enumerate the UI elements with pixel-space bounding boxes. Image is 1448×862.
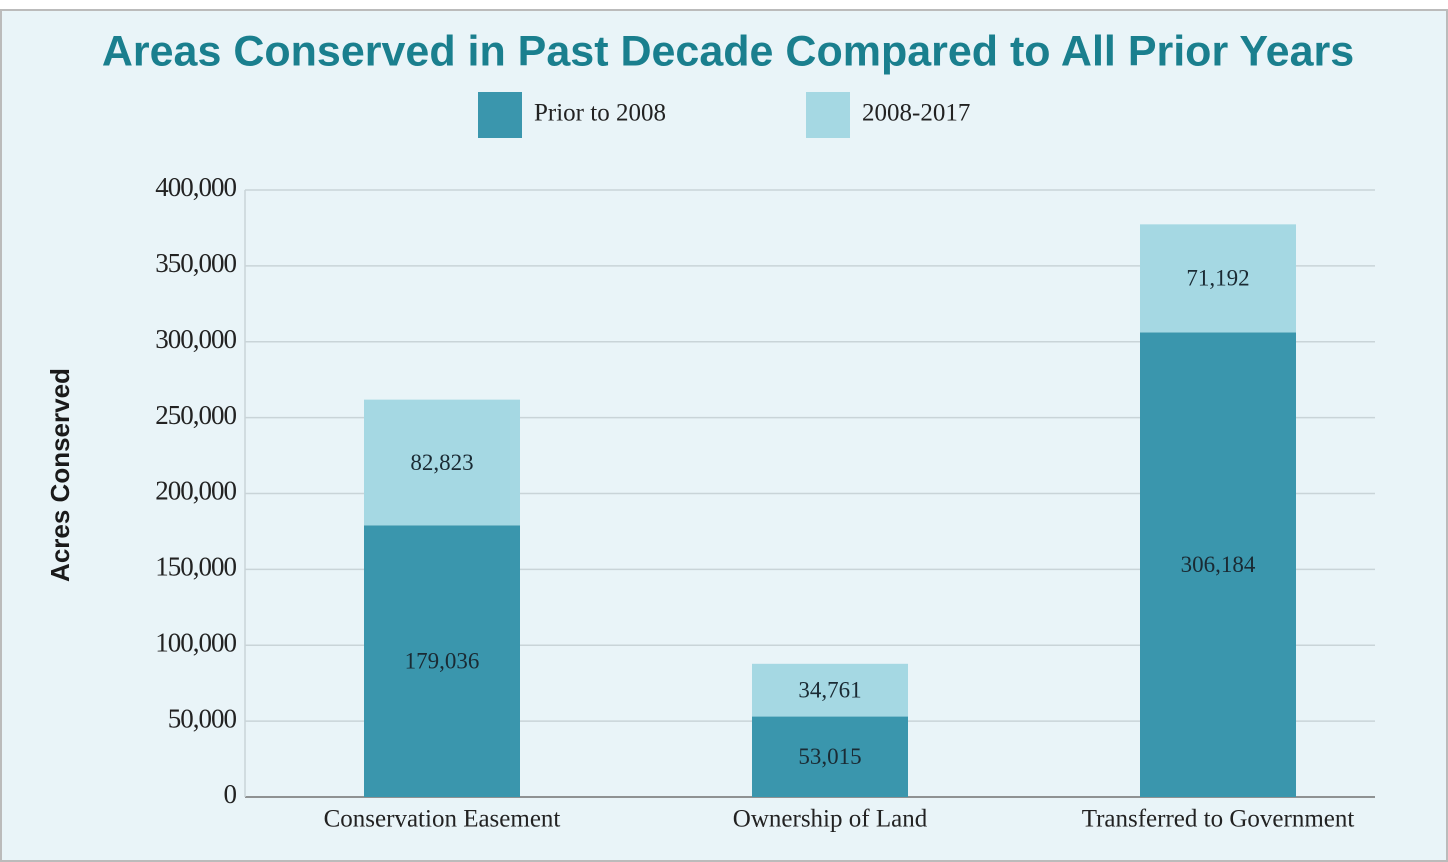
y-tick-label: 200,000 xyxy=(155,476,236,506)
bar-segment xyxy=(752,716,908,797)
legend-label: 2008-2017 xyxy=(862,100,970,127)
data-label: 306,184 xyxy=(1181,552,1256,577)
y-tick-label: 50,000 xyxy=(168,703,237,733)
y-tick-label: 0 xyxy=(224,779,237,809)
data-label: 34,761 xyxy=(798,677,861,702)
legend-swatch xyxy=(806,92,850,138)
y-tick-label: 350,000 xyxy=(155,248,236,278)
data-label: 71,192 xyxy=(1186,266,1249,291)
bar-segment xyxy=(1140,332,1296,797)
data-label: 82,823 xyxy=(410,450,473,475)
chart-title: Areas Conserved in Past Decade Compared … xyxy=(102,27,1354,75)
x-tick-label: Ownership of Land xyxy=(733,806,928,833)
data-label: 179,036 xyxy=(405,648,480,673)
bar-segment xyxy=(364,399,520,526)
y-tick-label: 400,000 xyxy=(155,172,236,202)
y-axis-label: Acres Conserved xyxy=(45,368,75,582)
bar-segment xyxy=(364,525,520,797)
y-tick-label: 250,000 xyxy=(155,400,236,430)
legend-swatch xyxy=(478,92,522,138)
x-tick-label: Conservation Easement xyxy=(324,806,561,833)
data-label: 53,015 xyxy=(798,744,861,769)
y-tick-label: 150,000 xyxy=(155,552,236,582)
x-tick-label: Transferred to Government xyxy=(1082,806,1355,833)
legend-label: Prior to 2008 xyxy=(534,100,666,127)
y-tick-label: 100,000 xyxy=(155,627,236,657)
y-tick-label: 300,000 xyxy=(155,324,236,354)
bar-segment xyxy=(1140,224,1296,333)
bar-segment xyxy=(752,663,908,717)
